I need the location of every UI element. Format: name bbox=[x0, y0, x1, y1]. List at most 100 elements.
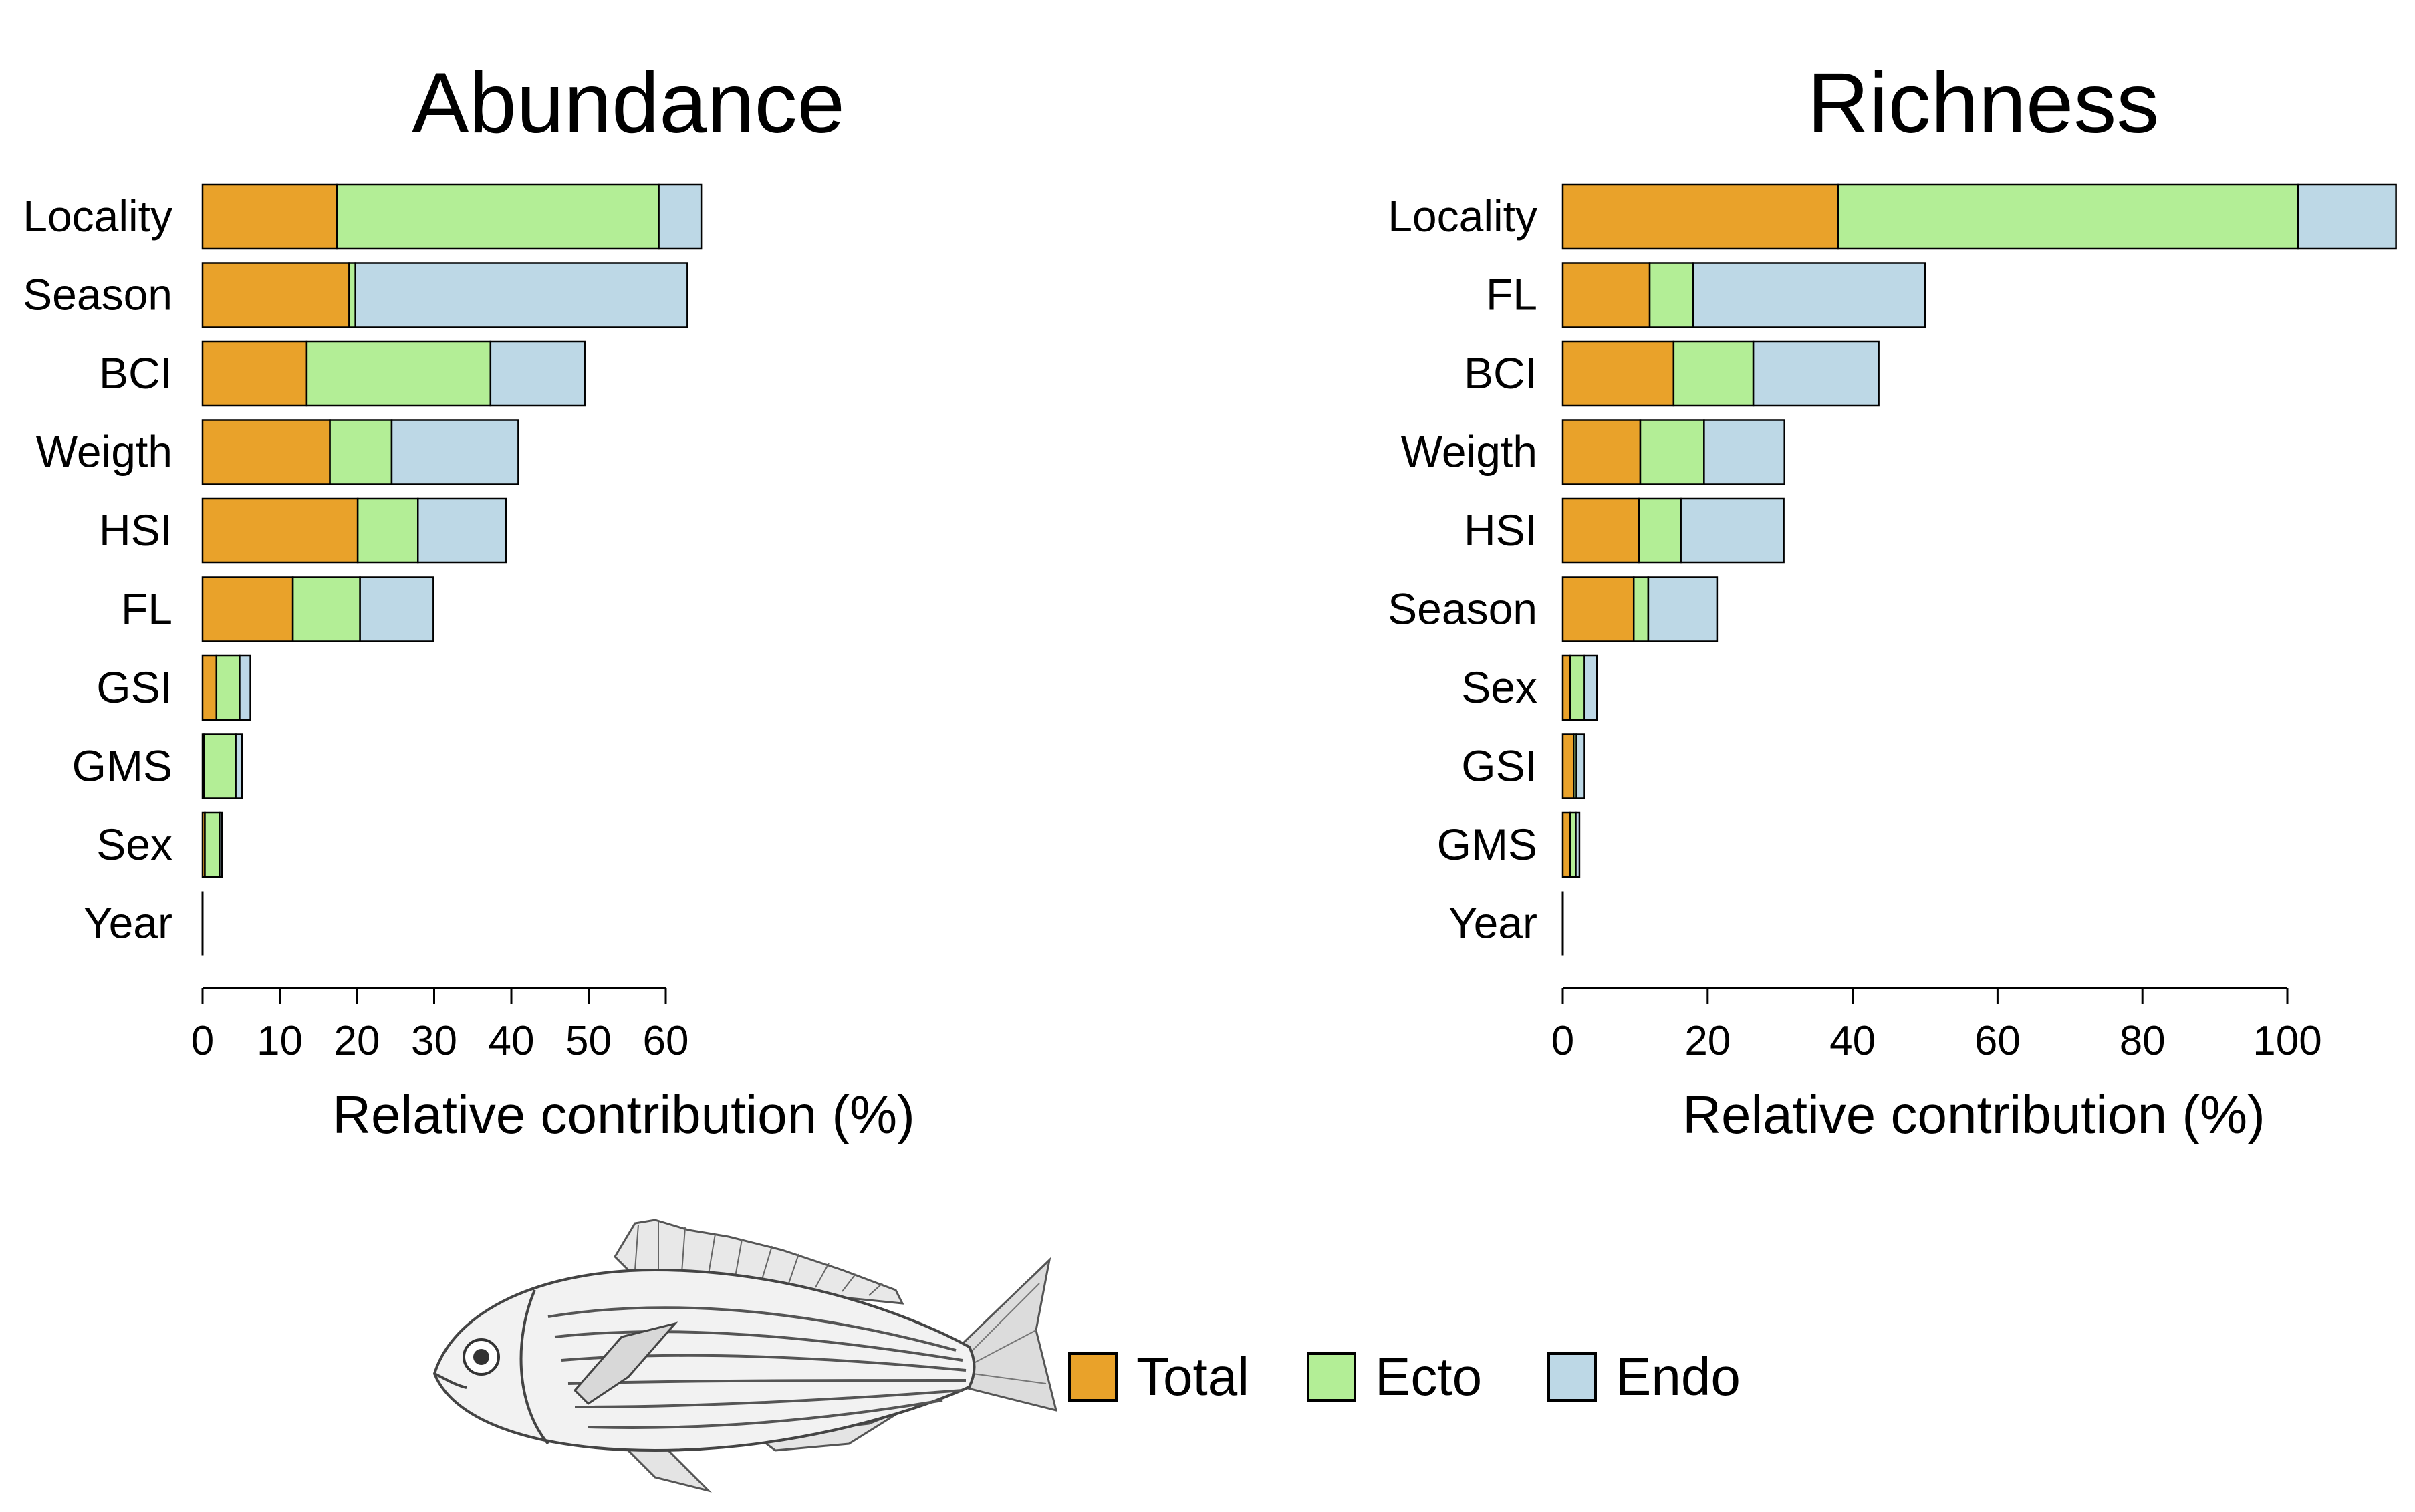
richness-bar-sex-endo bbox=[1583, 654, 1598, 721]
abundance-bar-weigth-endo bbox=[390, 419, 519, 485]
richness-bar-hsi-total bbox=[1561, 497, 1640, 564]
legend-swatch-total bbox=[1068, 1352, 1118, 1402]
legend: Total Ecto Endo bbox=[1068, 1347, 1741, 1406]
abundance-category-label-fl: FL bbox=[121, 584, 172, 634]
abundance-bar-locality-endo bbox=[658, 183, 703, 250]
abundance-bar-gms-endo bbox=[235, 733, 243, 799]
abundance-x-tick-label-30: 30 bbox=[411, 1018, 457, 1064]
abundance-bar-weigth-total bbox=[201, 419, 331, 485]
abundance-bar-locality-ecto bbox=[336, 183, 660, 250]
richness-x-axis-label: Relative contribution (%) bbox=[1682, 1085, 2265, 1144]
abundance-bar-weigth-ecto bbox=[329, 419, 393, 485]
abundance-bar-sex-ecto bbox=[204, 811, 221, 878]
abundance-x-tick-label-50: 50 bbox=[565, 1018, 612, 1064]
richness-bar-season-endo bbox=[1647, 576, 1719, 642]
richness-chart: Richness Locality FL BCI Weigth HSI Season Sex… bbox=[1388, 55, 2397, 1144]
abundance-x-tick-label-60: 60 bbox=[643, 1018, 689, 1064]
abundance-category-label-bci: BCI bbox=[99, 348, 172, 398]
richness-bar-locality-total bbox=[1561, 183, 1839, 250]
richness-x-tick-label-40: 40 bbox=[1829, 1018, 1876, 1064]
richness-x-tick-label-0: 0 bbox=[1551, 1018, 1574, 1064]
abundance-category-label-sex: Sex bbox=[96, 820, 172, 869]
abundance-bar-hsi-ecto bbox=[356, 497, 419, 564]
abundance-bar-locality-total bbox=[201, 183, 338, 250]
richness-category-label-season: Season bbox=[1388, 584, 1537, 634]
abundance-bar-bci-endo bbox=[489, 340, 586, 407]
richness-category-label-hsi: HSI bbox=[1464, 505, 1537, 555]
richness-category-label-sex: Sex bbox=[1461, 662, 1537, 712]
legend-label-endo: Endo bbox=[1616, 1347, 1741, 1406]
abundance-chart: Abundance Locality Season BCI Weigth HSI FL GS… bbox=[23, 55, 915, 1144]
legend-item-total: Total bbox=[1068, 1347, 1249, 1406]
abundance-category-label-weigth: Weigth bbox=[36, 427, 172, 477]
richness-category-label-fl: FL bbox=[1486, 270, 1537, 320]
richness-chart-title: Richness bbox=[1807, 55, 2159, 151]
richness-bar-weigth-ecto bbox=[1639, 419, 1705, 485]
richness-bar-sex-ecto bbox=[1569, 654, 1585, 721]
richness-category-label-weigth: Weigth bbox=[1401, 427, 1537, 477]
richness-bar-bci-ecto bbox=[1672, 340, 1755, 407]
abundance-category-labels: Locality Season BCI Weigth HSI FL GSI GMS Sex Yea… bbox=[23, 191, 172, 948]
richness-x-tick-label-60: 60 bbox=[1975, 1018, 2021, 1064]
legend-swatch-endo bbox=[1547, 1352, 1597, 1402]
abundance-x-tick-label-0: 0 bbox=[191, 1018, 214, 1064]
abundance-x-tick-label-20: 20 bbox=[334, 1018, 380, 1064]
richness-bar-weigth-endo bbox=[1703, 419, 1785, 485]
abundance-chart-title: Abundance bbox=[412, 55, 845, 151]
richness-bar-bci-total bbox=[1561, 340, 1675, 407]
richness-x-axis: 0 20 40 60 80 100 bbox=[1551, 987, 2322, 1064]
richness-bar-locality-endo bbox=[2297, 183, 2397, 250]
richness-category-label-year: Year bbox=[1448, 898, 1537, 948]
richness-category-label-bci: BCI bbox=[1464, 348, 1537, 398]
abundance-bar-sex-endo bbox=[219, 811, 223, 878]
abundance-x-axis: 0 10 20 30 40 50 60 bbox=[191, 987, 689, 1064]
abundance-bar-gsi-endo bbox=[239, 654, 251, 721]
abundance-bar-season-total bbox=[201, 262, 350, 328]
abundance-x-axis-label: Relative contribution (%) bbox=[332, 1085, 914, 1144]
legend-item-ecto: Ecto bbox=[1307, 1347, 1482, 1406]
richness-bar-sex-total bbox=[1561, 654, 1571, 721]
abundance-category-label-year: Year bbox=[84, 898, 172, 948]
abundance-bar-gsi-total bbox=[201, 654, 218, 721]
richness-bar-hsi-endo bbox=[1680, 497, 1785, 564]
abundance-category-label-locality: Locality bbox=[23, 191, 172, 241]
abundance-bar-gms-ecto bbox=[203, 733, 237, 799]
richness-bar-fl-endo bbox=[1692, 262, 1926, 328]
legend-label-ecto: Ecto bbox=[1375, 1347, 1482, 1406]
richness-bar-hsi-ecto bbox=[1638, 497, 1682, 564]
richness-bar-gms-ecto bbox=[1569, 811, 1577, 878]
richness-bar-locality-ecto bbox=[1837, 183, 2299, 250]
richness-x-tick-label-20: 20 bbox=[1684, 1018, 1731, 1064]
abundance-bar-bci-ecto bbox=[305, 340, 492, 407]
richness-bar-gms-endo bbox=[1575, 811, 1581, 878]
richness-bar-bci-endo bbox=[1752, 340, 1880, 407]
abundance-category-label-gms: GMS bbox=[72, 741, 172, 791]
legend-label-total: Total bbox=[1136, 1347, 1249, 1406]
richness-bar-season-ecto bbox=[1632, 576, 1650, 642]
richness-x-tick-label-100: 100 bbox=[2253, 1018, 2321, 1064]
richness-bar-gsi-total bbox=[1561, 733, 1575, 799]
richness-category-label-gsi: GSI bbox=[1461, 741, 1537, 791]
abundance-category-label-season: Season bbox=[23, 270, 172, 320]
abundance-bar-season-endo bbox=[354, 262, 688, 328]
richness-bar-gms-total bbox=[1561, 811, 1571, 878]
abundance-bar-gsi-ecto bbox=[215, 654, 241, 721]
abundance-bar-bci-total bbox=[201, 340, 308, 407]
richness-x-tick-label-80: 80 bbox=[2120, 1018, 2166, 1064]
richness-category-labels: Locality FL BCI Weigth HSI Season Sex GSI GMS Yea… bbox=[1388, 191, 1537, 948]
richness-bar-weigth-total bbox=[1561, 419, 1642, 485]
abundance-x-tick-label-40: 40 bbox=[489, 1018, 535, 1064]
richness-bar-season-total bbox=[1561, 576, 1635, 642]
abundance-bar-fl-ecto bbox=[291, 576, 361, 642]
richness-bars bbox=[1561, 183, 2397, 956]
abundance-x-tick-label-10: 10 bbox=[257, 1018, 303, 1064]
legend-swatch-ecto bbox=[1307, 1352, 1356, 1402]
richness-category-label-locality: Locality bbox=[1388, 191, 1537, 241]
fish-drawing-icon bbox=[432, 1219, 1058, 1493]
abundance-bar-season-ecto bbox=[348, 262, 356, 328]
abundance-bar-fl-endo bbox=[359, 576, 434, 642]
abundance-bars bbox=[201, 183, 703, 956]
richness-bar-fl-ecto bbox=[1648, 262, 1694, 328]
